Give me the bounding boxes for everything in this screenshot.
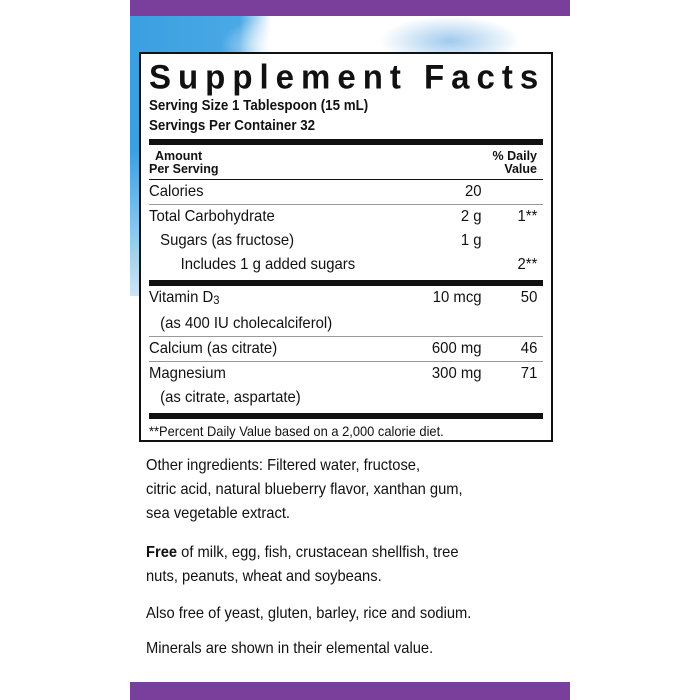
row-sugars: Sugars (as fructose) 1 g xyxy=(160,232,482,249)
row-vitamin-d3: Vitamin D3 10 mcg 50 xyxy=(149,289,538,307)
facts-title: Supplement Facts xyxy=(149,57,546,96)
row-calories: Calories 20 xyxy=(149,183,482,200)
row-added-sugars: Includes 1 g added sugars 2** xyxy=(180,256,538,273)
serving-size: Serving Size 1 Tablespoon (15 mL) xyxy=(149,98,369,114)
column-header: Amount Per Serving % Daily Value xyxy=(149,149,537,176)
row-total-carbohydrate: Total Carbohydrate 2 g 1** xyxy=(149,208,538,225)
supplement-facts-box: Supplement Facts Serving Size 1 Tablespo… xyxy=(139,52,553,442)
footnote: **Percent Daily Value based on a 2,000 c… xyxy=(149,423,444,439)
free-of-statement: Free of milk, egg, fish, crustacean shel… xyxy=(146,544,459,585)
top-purple-bar xyxy=(130,0,570,16)
label-panel: Supplement Facts Serving Size 1 Tablespo… xyxy=(130,0,570,700)
other-ingredients: Other ingredients: Filtered water, fruct… xyxy=(146,457,463,522)
divider xyxy=(149,139,543,145)
row-magnesium: Magnesium 300 mg 71 xyxy=(149,365,538,382)
bottom-purple-bar xyxy=(130,682,570,700)
also-free-statement: Also free of yeast, gluten, barley, rice… xyxy=(146,605,472,622)
minerals-note: Minerals are shown in their elemental va… xyxy=(146,640,434,657)
servings-per-container: Servings Per Container 32 xyxy=(149,118,316,134)
row-calcium: Calcium (as citrate) 600 mg 46 xyxy=(149,340,538,357)
